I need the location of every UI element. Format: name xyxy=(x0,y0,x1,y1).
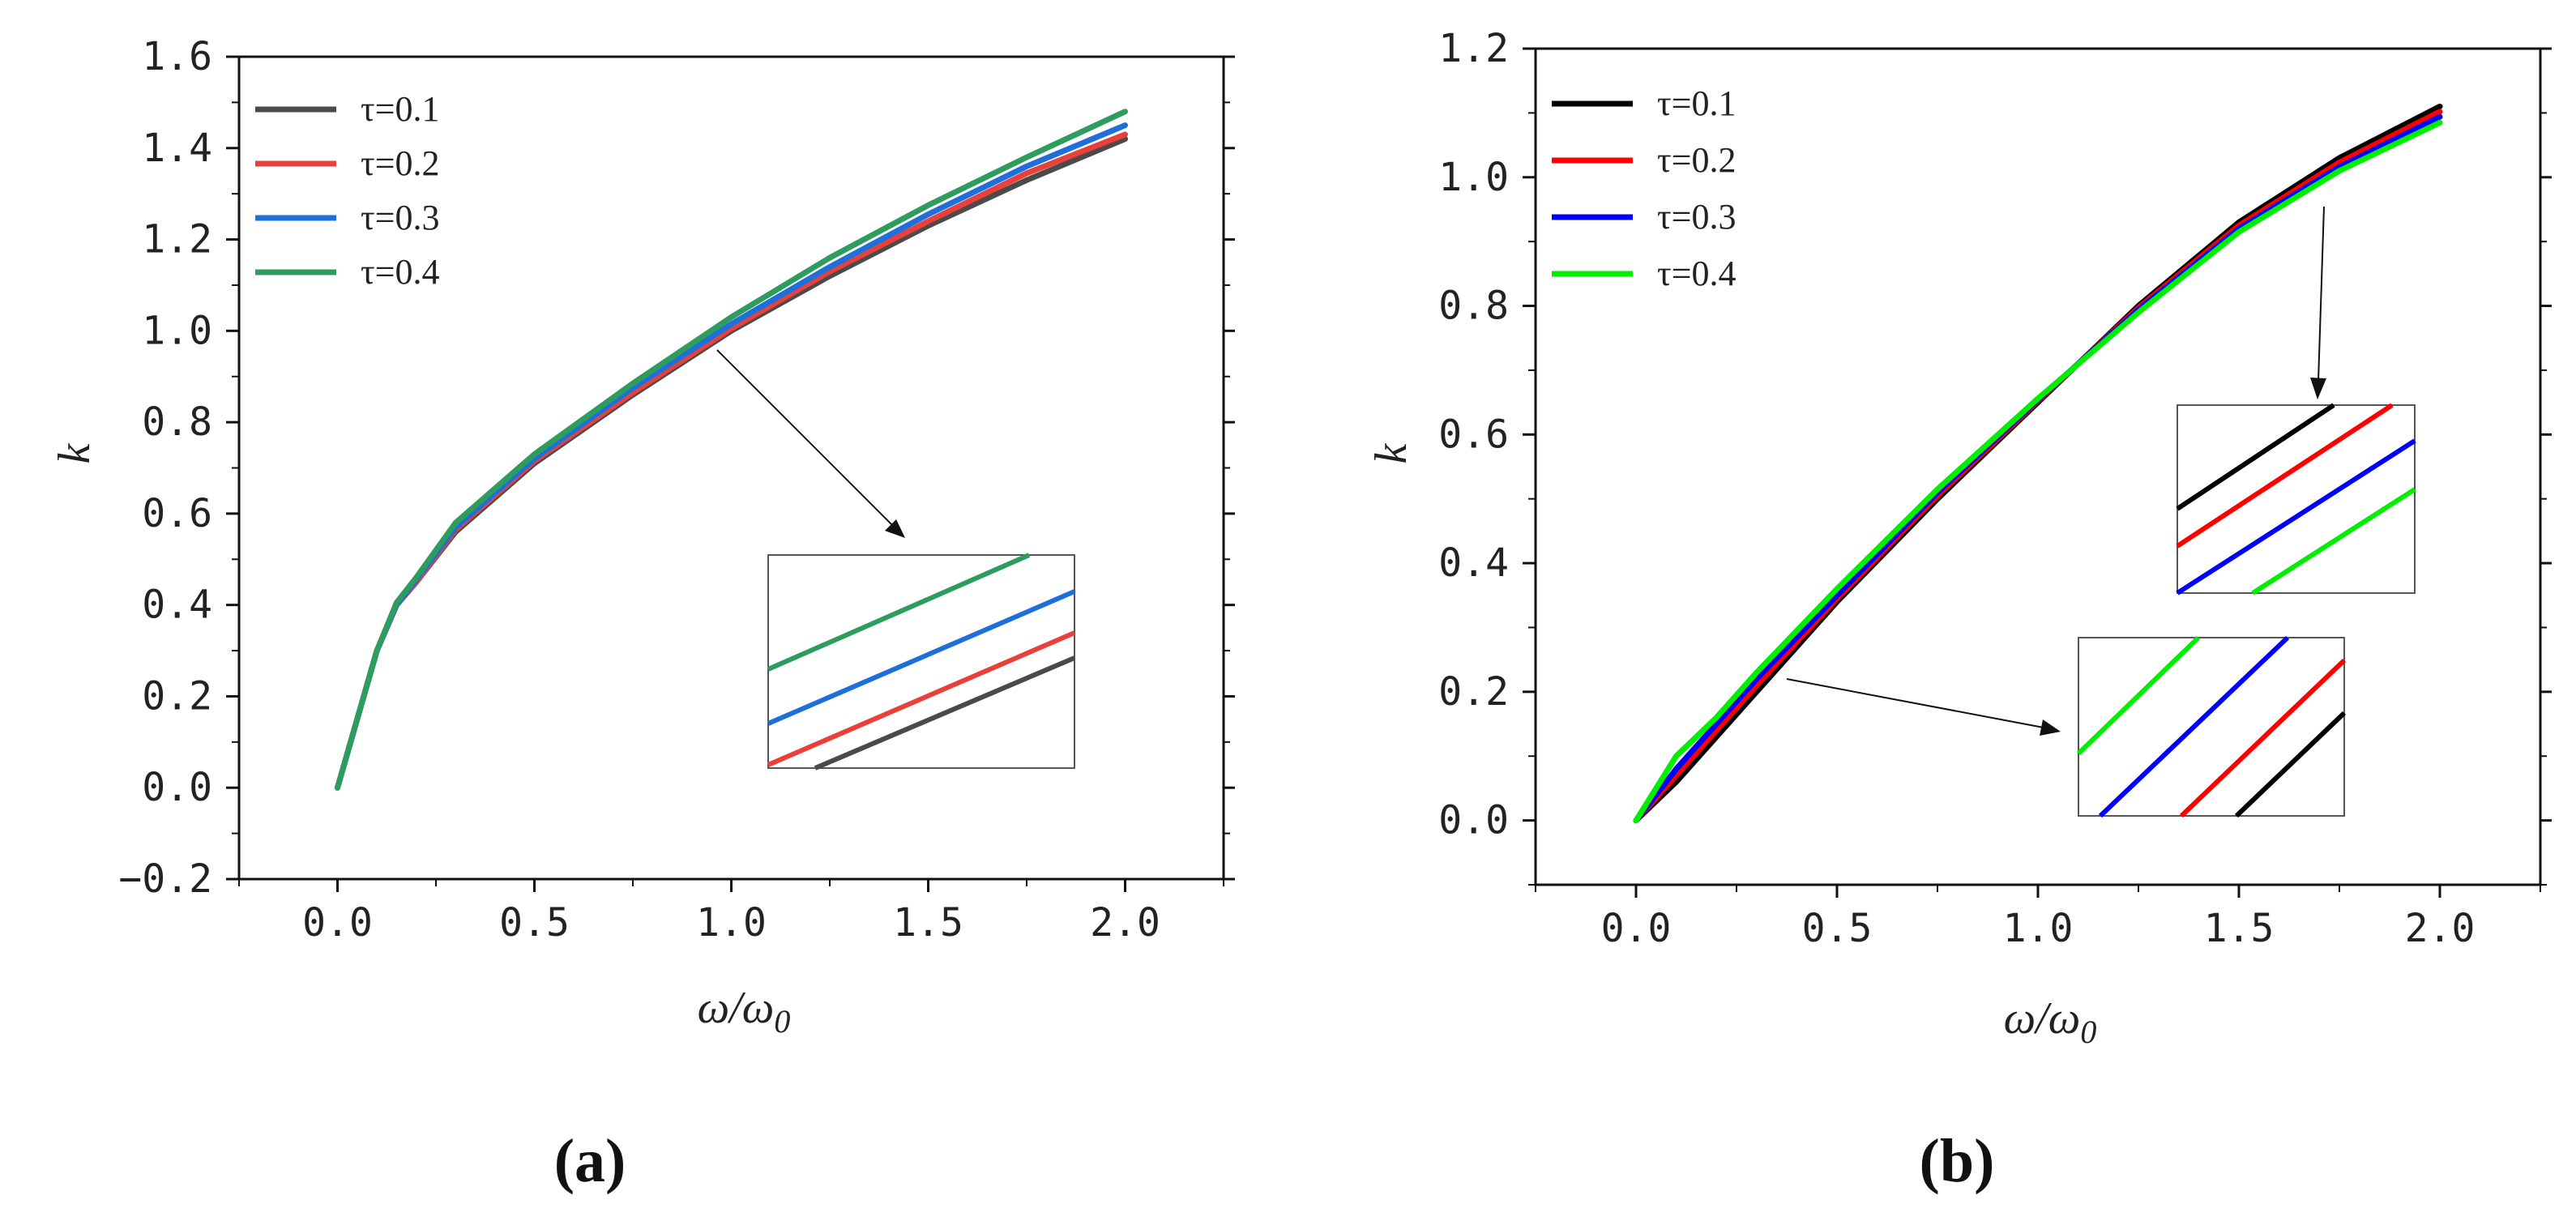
annotation-arrow xyxy=(716,349,899,532)
y-tick-label: 0.4 xyxy=(142,583,212,628)
ticks: 0.0 0.5 1.0 1.5 2.0 0.0 0.2 0.4 0.6 0.8 1.0 1.2 xyxy=(1438,26,2552,951)
x-tick-label: 1.5 xyxy=(893,900,963,946)
series-lines xyxy=(335,109,1128,791)
y-tick-label: 1.6 xyxy=(142,34,212,79)
y-tick-label: 1.2 xyxy=(142,217,212,263)
x-tick-label: 2.0 xyxy=(1090,900,1160,946)
inset-line-tau-0-2 xyxy=(767,630,1076,767)
x-tick-label: 0.5 xyxy=(499,900,570,946)
inset-line-tau-0-3 xyxy=(2176,438,2416,596)
legend-label: τ=0.4 xyxy=(1657,254,1737,293)
legend-label: τ=0.4 xyxy=(361,252,440,292)
arrow-head-icon xyxy=(2040,719,2061,736)
y-tick-label: 1.4 xyxy=(142,126,212,171)
zoom-inset-upper xyxy=(2176,206,2416,596)
panel-label: (a) xyxy=(554,1127,626,1195)
zoom-inset xyxy=(716,349,1076,771)
inset-line-tau-0-3 xyxy=(767,589,1076,726)
x-tick-label: 1.5 xyxy=(2204,906,2275,951)
x-tick-label: 0.5 xyxy=(1802,906,1873,951)
series-line xyxy=(1633,119,2443,824)
inset-line-tau-0-4 xyxy=(2251,487,2416,596)
y-tick-label: 1.0 xyxy=(142,308,212,353)
inset-line-tau-0-1 xyxy=(814,655,1076,771)
y-tick-label: 0.8 xyxy=(142,399,212,445)
y-tick-label: 0.2 xyxy=(142,673,212,719)
panel-a: 0.0 0.5 1.0 1.5 2.0 −0.2 0.0 0.2 0.4 0.6 0.8 1.0 1.2… xyxy=(49,34,1235,1195)
ticks: 0.0 0.5 1.0 1.5 2.0 −0.2 0.0 0.2 0.4 0.6 0.8 1.0 1.2… xyxy=(118,34,1235,946)
y-axis-label: k xyxy=(1366,442,1416,463)
y-tick-label: 0.6 xyxy=(1438,412,1509,457)
inset-line-tau-0-1 xyxy=(2176,403,2335,511)
y-tick-label: 1.0 xyxy=(1438,155,1509,200)
x-tick-label: 2.0 xyxy=(2405,906,2476,951)
inset-line-tau-0-2 xyxy=(2176,403,2394,549)
annotation-arrow xyxy=(1786,678,2044,728)
legend: τ=0.1 τ=0.2 τ=0.3 τ=0.4 xyxy=(1552,83,1737,293)
y-tick-label: 1.2 xyxy=(1438,26,1509,71)
legend-label: τ=0.2 xyxy=(1657,140,1737,180)
x-tick-label: 0.0 xyxy=(1601,906,1672,951)
y-tick-label: 0.0 xyxy=(142,765,212,810)
inset-line-tau-0-2 xyxy=(2179,658,2347,818)
x-tick-label: 1.0 xyxy=(2003,906,2074,951)
zoom-inset-lower xyxy=(1786,635,2347,818)
legend-label: τ=0.2 xyxy=(361,143,440,183)
inset-line-tau-0-1 xyxy=(2234,711,2347,818)
inset-line-tau-0-4 xyxy=(767,553,1031,672)
legend-label: τ=0.3 xyxy=(1657,197,1737,237)
legend: τ=0.1 τ=0.2 τ=0.3 τ=0.4 xyxy=(255,89,440,292)
annotation-arrow xyxy=(2318,206,2325,382)
inset-frame xyxy=(767,554,1075,769)
y-tick-label: 0.2 xyxy=(1438,669,1509,715)
y-tick-label: 0.8 xyxy=(1438,284,1509,329)
panel-label: (b) xyxy=(1920,1127,1995,1195)
x-axis-label: ω/ω0 xyxy=(698,983,791,1040)
x-axis-label: ω/ω0 xyxy=(2004,993,2097,1050)
inset-frame xyxy=(2177,404,2416,594)
y-tick-label: −0.2 xyxy=(118,856,212,902)
x-tick-label: 1.0 xyxy=(696,900,767,946)
series-line xyxy=(335,109,1128,791)
arrow-head-icon xyxy=(885,519,905,538)
y-axis-label: k xyxy=(49,442,100,463)
legend-label: τ=0.1 xyxy=(1657,83,1737,123)
x-tick-label: 0.0 xyxy=(302,900,373,946)
arrow-head-icon xyxy=(2310,378,2326,399)
legend-label: τ=0.1 xyxy=(361,89,440,129)
legend-label: τ=0.3 xyxy=(361,198,440,237)
y-tick-label: 0.4 xyxy=(1438,540,1509,586)
series-lines xyxy=(1633,103,2443,824)
y-tick-label: 0.0 xyxy=(1438,798,1509,843)
y-tick-label: 0.6 xyxy=(142,491,212,536)
inset-line-tau-0-4 xyxy=(2076,635,2201,756)
panel-b: 0.0 0.5 1.0 1.5 2.0 0.0 0.2 0.4 0.6 0.8 1.0 1.2 τ=0… xyxy=(1366,26,2552,1195)
inset-line-tau-0-3 xyxy=(2098,635,2290,818)
